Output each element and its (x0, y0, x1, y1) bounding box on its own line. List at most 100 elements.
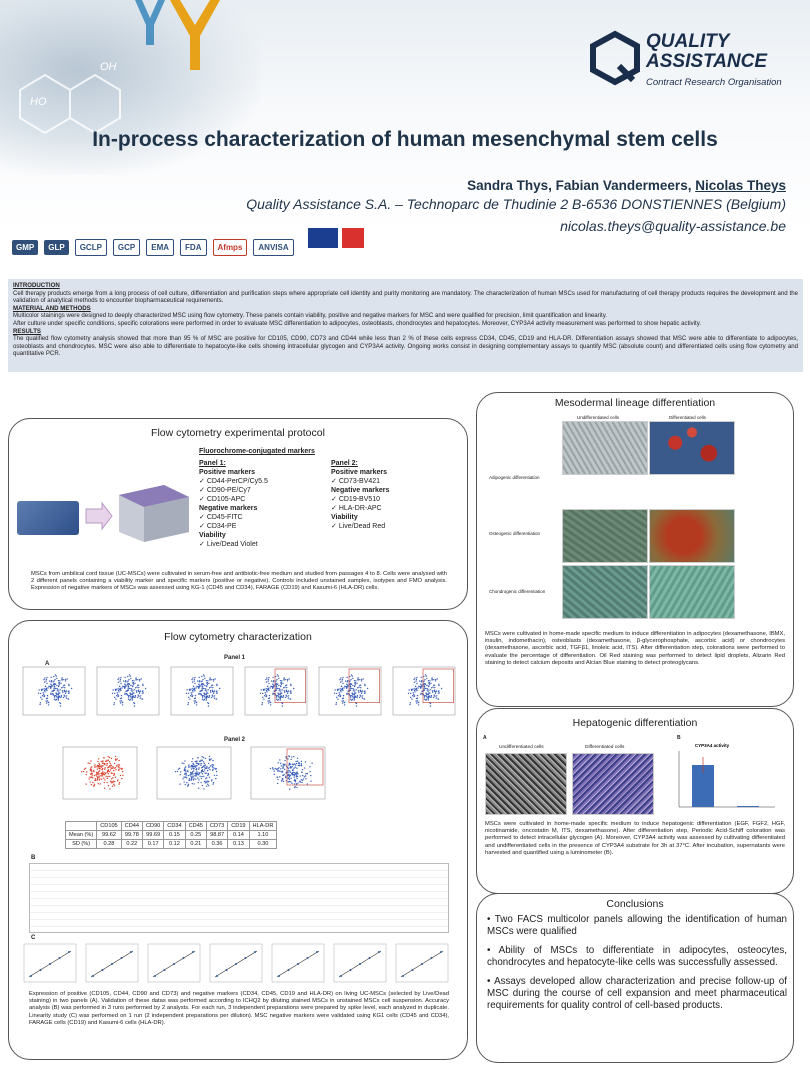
linearity-plot (271, 943, 325, 983)
table-cell: 1.10 (248, 830, 278, 840)
adipo-diff-image (649, 421, 735, 475)
row-adipo: Adipogenic differentiation (489, 475, 540, 480)
intro-section: INTRODUCTION Cell therapy products emerg… (8, 279, 803, 372)
table-cell: CD90 (141, 821, 165, 831)
table-cell: CD105 (96, 821, 122, 831)
flow-dot-plot (22, 666, 86, 716)
protocol-panel: Flow cytometry experimental protocol Flu… (8, 418, 468, 610)
label-c: C (31, 935, 36, 941)
flow-dot-plot (156, 746, 232, 800)
linearity-plots (23, 943, 453, 985)
label-a: A (45, 661, 50, 667)
table-cell: CD34 (163, 821, 186, 831)
table-cell: SD (%) (64, 839, 98, 849)
panel2-title: Panel 2: (331, 460, 358, 467)
conclusion-item: • Two FACS multicolor panels allowing th… (487, 914, 787, 938)
flow-dot-plot (170, 666, 234, 716)
conclusion-item: • Ability of MSCs to differentiate in ad… (487, 944, 787, 969)
flask-image (17, 501, 79, 535)
panel1-via-item: ✓ Live/Dead Violet (199, 541, 258, 548)
col-undiff: Undifferentiated cells (577, 415, 619, 420)
cyp3a4-chart: CYP3A4 activity (678, 743, 775, 808)
poster-title: In-process characterization of human mes… (92, 128, 718, 151)
conclusions-list: • Two FACS multicolor panels allowing th… (487, 914, 787, 1013)
table-cell: 99.62 (96, 830, 122, 840)
linearity-plot (333, 943, 387, 983)
panel2-neg-label: Negative markers (331, 487, 390, 494)
table-cell: 0.28 (96, 839, 122, 849)
methods-text-2: After culture under specific conditions,… (13, 319, 702, 327)
flow-dot-plot (250, 746, 326, 800)
mesodermal-title: Mesodermal lineage differentiation (554, 397, 716, 409)
table-cell: Mean (%) (64, 830, 98, 840)
table-cell: 0.21 (184, 839, 207, 849)
table-cell: 0.15 (163, 830, 186, 840)
table-cell: 0.22 (120, 839, 143, 849)
table-row: SD (%) 0.28 0.22 0.17 0.12 0.21 0.36 0.13 0.30 (64, 839, 278, 849)
table-cell (64, 821, 98, 831)
panel1-neg-item: ✓ CD34-PE (199, 523, 237, 530)
table-cell: CD73 (205, 821, 229, 831)
conclusion-item: • Assays developed allow characterizatio… (487, 975, 787, 1012)
quality-assistance-logo (585, 28, 795, 98)
cert-logo: GCP (112, 238, 141, 256)
panel1-pos-item: ✓ CD105-APC (199, 496, 246, 503)
table-row: Mean (%) 99.62 99.78 99.69 0.15 0.25 98.87 0.14… (64, 830, 278, 840)
logo-mark-icon (590, 30, 640, 86)
table-cell: HLA-DR (248, 821, 278, 831)
intro-heading: INTRODUCTION (13, 282, 60, 289)
table-cell: 98.87 (205, 830, 229, 840)
authors: Sandra Thys, Fabian Vandermeers, Nicolas… (467, 178, 786, 193)
hep-label-a: A (483, 735, 487, 741)
flow-dot-plot (244, 666, 308, 716)
svg-text:OH: OH (100, 61, 117, 73)
flow-dot-plot (318, 666, 382, 716)
hepatogenic-title: Hepatogenic differentiation (572, 717, 698, 729)
adipo-undiff-image (562, 421, 648, 475)
molecule-decoration: HO OH (0, 0, 260, 175)
table-cell: 99.78 (120, 830, 143, 840)
osteo-undiff-image (562, 509, 648, 563)
cyp-chart-title: CYP3A4 activity (695, 743, 730, 748)
panel1-markers: Panel 1: Positive markers ✓ CD44-PerCP/C… (199, 459, 268, 549)
hep-undiff-image (485, 753, 567, 815)
characterization-panel: Flow cytometry characterization A Panel … (8, 620, 468, 1060)
table-cell: 0.14 (227, 830, 250, 840)
chondro-undiff-image (562, 565, 648, 619)
methods-text: Multicolor stainings were designed to de… (13, 312, 607, 320)
cert-logo: GLP (44, 239, 69, 255)
table-cell: 0.13 (227, 839, 250, 849)
panel1-pos-item: ✓ CD44-PerCP/Cy5.5 (199, 478, 268, 485)
panel2-plots (59, 745, 429, 807)
accuracy-table-image (29, 863, 449, 933)
table-cell: 0.12 (163, 839, 186, 849)
logo-line1: QUALITY (646, 31, 730, 52)
cyp-bar-differentiated (692, 765, 714, 807)
panel1-plots (19, 665, 459, 723)
protocol-title: Flow cytometry experimental protocol (151, 427, 325, 439)
panel1-plots-label: Panel 1 (224, 655, 246, 661)
linearity-plot (85, 943, 139, 983)
protocol-subtitle: Fluorochrome-conjugated markers (199, 448, 315, 455)
table-cell: 0.25 (184, 830, 207, 840)
affiliation: Quality Assistance S.A. – Technoparc de … (246, 196, 786, 212)
authors-plain: Sandra Thys, Fabian Vandermeers, (467, 178, 696, 193)
panel2-markers: Panel 2: Positive markers ✓ CD73-BV421 N… (331, 459, 389, 531)
results-heading: RESULTS (13, 327, 41, 335)
mesodermal-caption: MSCs were cultivated in home-made specif… (485, 631, 785, 666)
characterization-caption: Expression of positive (CD105, CD44, CD9… (29, 991, 449, 1026)
hepatogenic-panel: Hepatogenic differentiation A B Undiffer… (476, 708, 794, 894)
molecule-illustration: HO OH (19, 0, 220, 135)
linearity-plot (395, 943, 449, 983)
cert-logo: FDA (180, 238, 207, 256)
hep-col-diff: Differentiated cells (585, 745, 625, 750)
linearity-plot (23, 943, 77, 983)
results-text: The qualified flow cytometry analysis sh… (13, 335, 798, 358)
table-cell: 0.17 (141, 839, 165, 849)
panel2-pos-item: ✓ CD73-BV421 (331, 478, 381, 485)
logo-line2: ASSISTANCE (646, 51, 768, 72)
eu-flag-icon (308, 228, 338, 248)
row-chondro: Chondrogenic differentiation (489, 589, 546, 594)
panel2-pos-label: Positive markers (331, 469, 388, 476)
conclusions-title: Conclusions (606, 898, 664, 910)
